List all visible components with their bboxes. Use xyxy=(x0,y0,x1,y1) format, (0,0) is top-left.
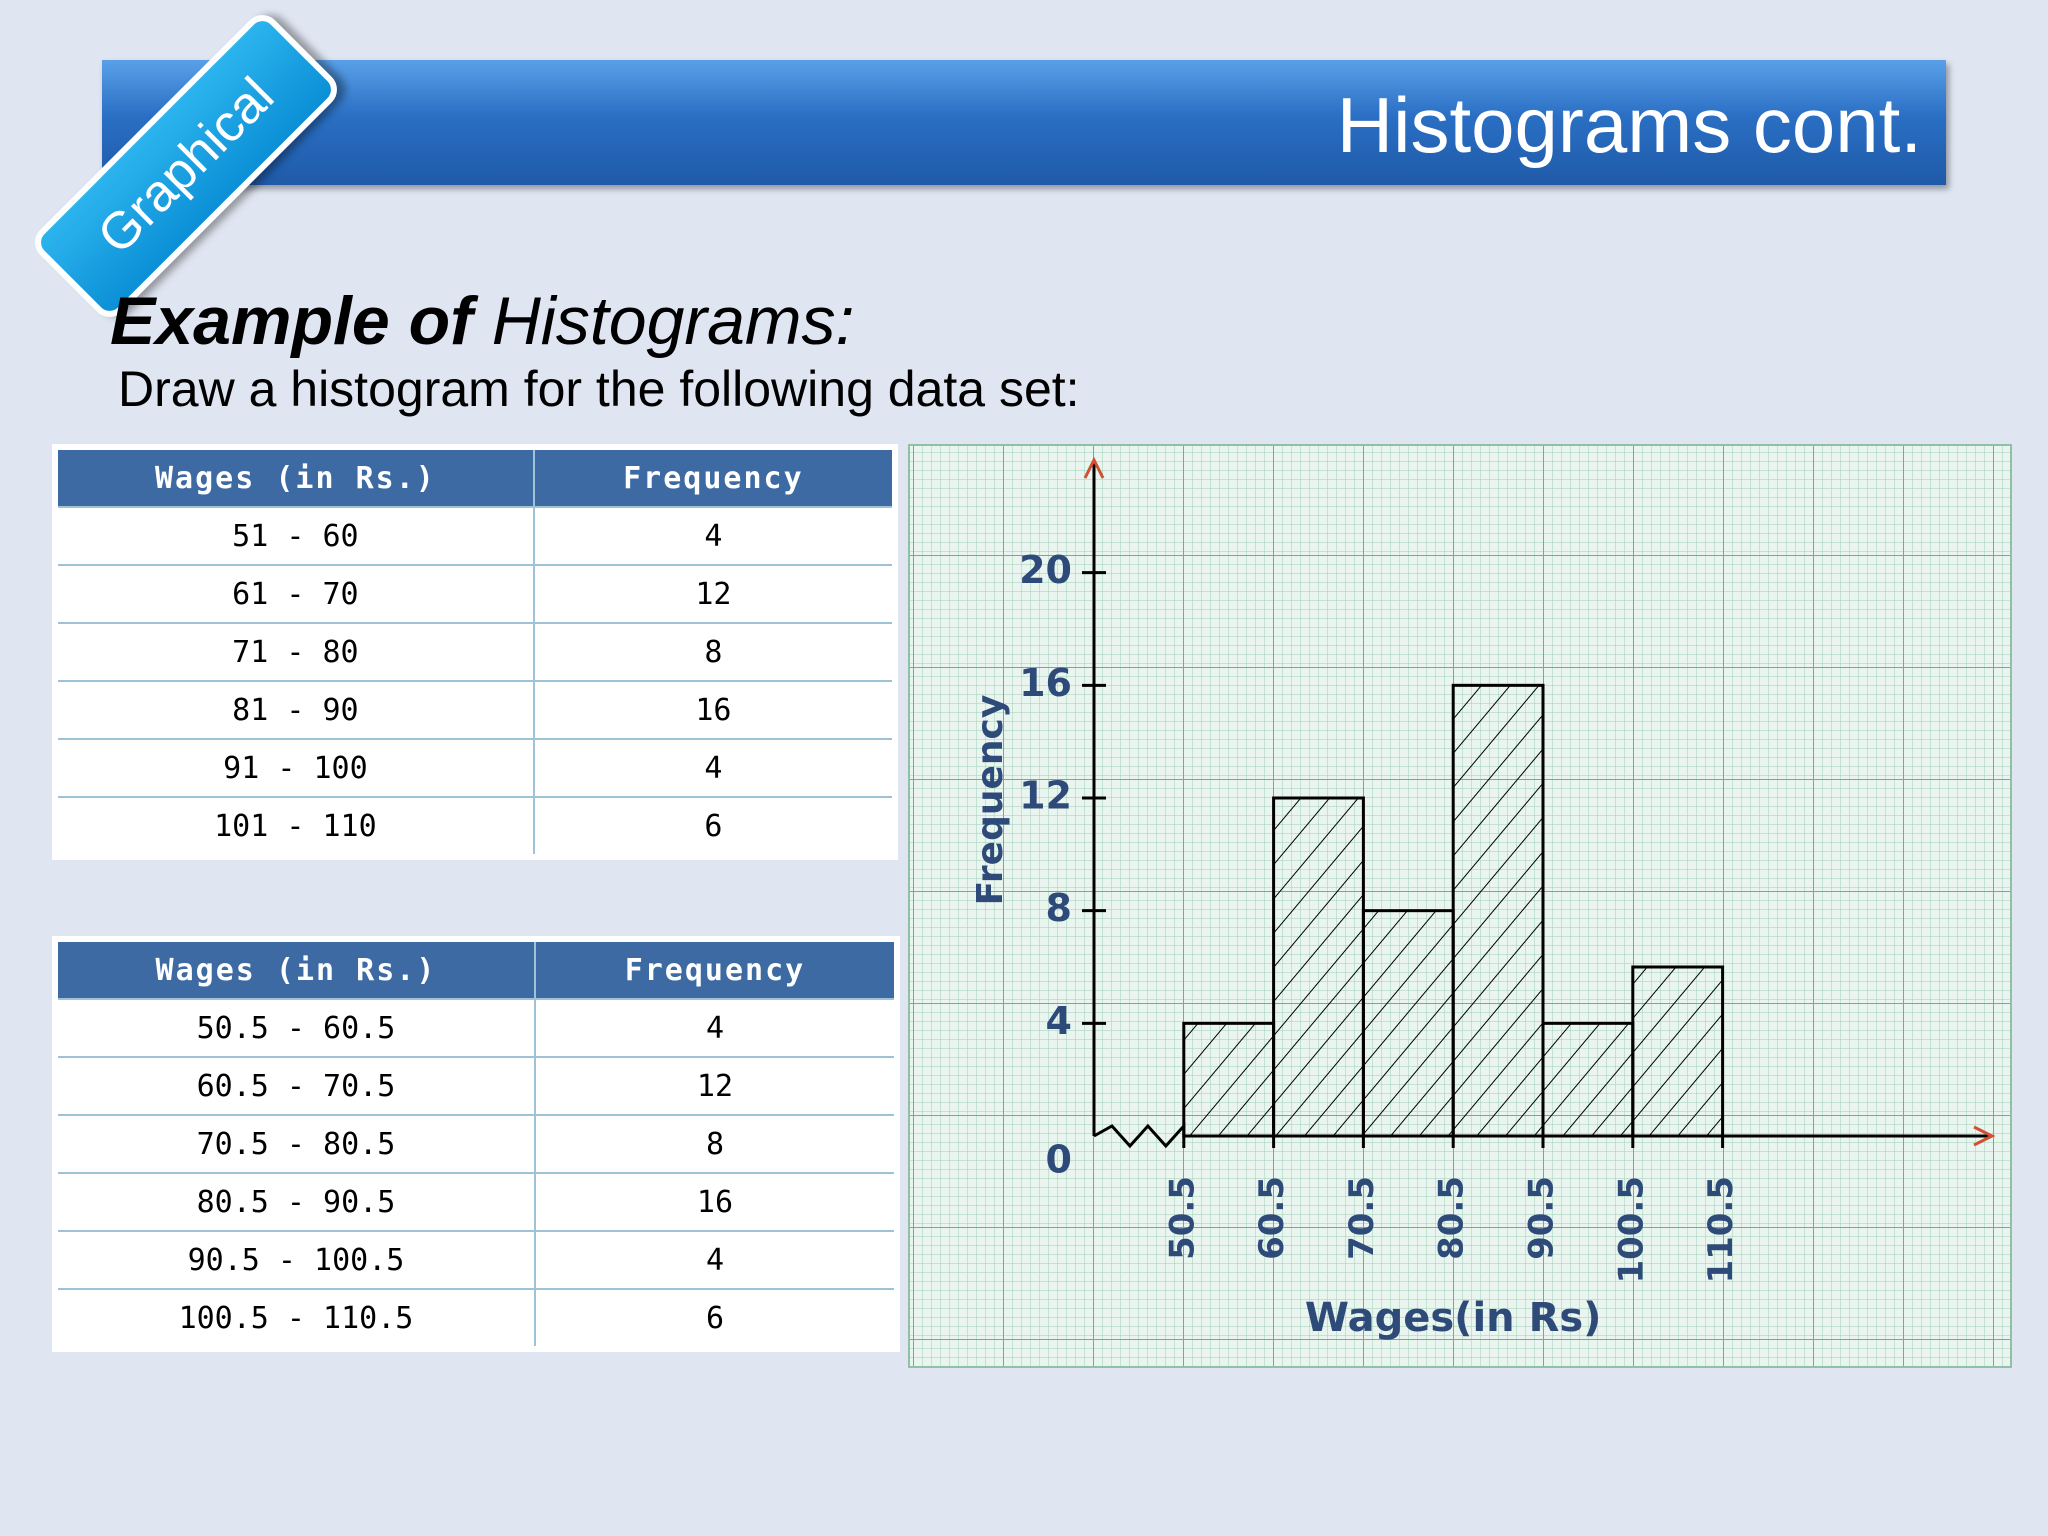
heading-italic: Histograms: xyxy=(491,283,855,359)
histogram-bar xyxy=(1631,965,1725,1138)
title-bar: Histograms cont. xyxy=(102,60,1946,185)
table-cell: 60.5 - 70.5 xyxy=(54,1056,536,1116)
y-tick-label: 16 xyxy=(1019,661,1072,705)
y-tick-label: 4 xyxy=(1046,999,1072,1043)
table-cell: 70.5 - 80.5 xyxy=(54,1114,536,1174)
table-cell: 8 xyxy=(533,1114,899,1174)
x-tick-label: 50.5 xyxy=(1162,1176,1202,1260)
header-cell: Wages (in Rs.) xyxy=(54,938,536,1000)
chart: 0 4 8 12 16 20 50.5 60.5 70.5 80.5 90.5 100.5 110.5 W… xyxy=(908,444,2012,1368)
subtitle: Draw a histogram for the following data … xyxy=(118,361,1080,417)
table-row: 100.5 - 110.5 6 xyxy=(54,1288,899,1350)
table-cell: 100.5 - 110.5 xyxy=(54,1288,536,1350)
histogram-bar xyxy=(1541,1021,1635,1138)
x-arrow xyxy=(1973,1125,1996,1147)
y-axis-label: Frequency xyxy=(970,695,1011,906)
header-row: Wages (in Rs.) Frequency xyxy=(54,938,899,1000)
header-row: Wages (in Rs.) Frequency xyxy=(54,446,897,508)
table-cell: 8 xyxy=(532,622,897,682)
x-tick-label: 70.5 xyxy=(1342,1176,1382,1260)
x-tick-label: 110.5 xyxy=(1701,1176,1741,1284)
y-tick-label: 8 xyxy=(1046,886,1072,930)
axis-break xyxy=(1093,1122,1186,1149)
table-row: 50.5 - 60.5 4 xyxy=(54,998,899,1058)
table-cell: 51 - 60 xyxy=(54,506,535,566)
slide-title: Histograms cont. xyxy=(1336,81,1922,169)
table-cell: 71 - 80 xyxy=(54,622,535,682)
table-row: 61 - 70 12 xyxy=(54,564,897,624)
table-row: 81 - 90 16 xyxy=(54,680,897,740)
header-cell: Frequency xyxy=(533,938,899,1000)
table-cell: 16 xyxy=(533,1172,899,1232)
x-tick-label: 90.5 xyxy=(1522,1176,1562,1260)
table-row: 91 - 100 4 xyxy=(54,738,897,798)
x-axis-label: Wages(in Rs) xyxy=(1305,1295,1602,1341)
x-tick-label: 80.5 xyxy=(1432,1176,1472,1260)
table-cell: 50.5 - 60.5 xyxy=(54,998,536,1058)
x-tick-label: 100.5 xyxy=(1611,1176,1651,1284)
table-row: 60.5 - 70.5 12 xyxy=(54,1056,899,1116)
header-cell: Wages (in Rs.) xyxy=(54,446,535,508)
heading-bold: Example of xyxy=(110,283,473,359)
table-cell: 4 xyxy=(532,738,897,798)
table-cell: 4 xyxy=(533,998,899,1058)
table-cell: 16 xyxy=(532,680,897,740)
table-cell: 6 xyxy=(532,796,897,858)
table-row: 101 - 110 6 xyxy=(54,796,897,858)
table-cell: 12 xyxy=(533,1056,899,1116)
histogram-bar xyxy=(1272,796,1365,1138)
table-row: 51 - 60 4 xyxy=(54,506,897,566)
data-table: Wages (in Rs.) Frequency 51 - 60 4 61 - 70 12… xyxy=(52,444,898,860)
data-table: Wages (in Rs.) Frequency 50.5 - 60.5 4 60.5 … xyxy=(52,936,900,1352)
heading: Example of Histograms: xyxy=(110,282,854,360)
x-tick-label: 60.5 xyxy=(1252,1176,1292,1260)
table-cell: 6 xyxy=(533,1288,899,1350)
histogram-bar xyxy=(1182,1021,1276,1138)
histogram-bar xyxy=(1451,683,1545,1138)
table-row: 80.5 - 90.5 16 xyxy=(54,1172,899,1232)
table-cell: 91 - 100 xyxy=(54,738,535,798)
y-tick-label: 12 xyxy=(1019,774,1072,818)
y-tick-label: 20 xyxy=(1019,548,1072,592)
table-cell: 4 xyxy=(532,506,897,566)
y-tick-label: 0 xyxy=(1046,1138,1072,1182)
header-cell: Frequency xyxy=(532,446,897,508)
table-cell: 12 xyxy=(532,564,897,624)
y-arrow xyxy=(1083,456,1105,479)
table-cell: 61 - 70 xyxy=(54,564,535,624)
histogram-bar xyxy=(1361,909,1455,1138)
table-row: 70.5 - 80.5 8 xyxy=(54,1114,899,1174)
table-cell: 80.5 - 90.5 xyxy=(54,1172,536,1232)
table-row: 90.5 - 100.5 4 xyxy=(54,1230,899,1290)
table-cell: 90.5 - 100.5 xyxy=(54,1230,536,1290)
table-cell: 4 xyxy=(533,1230,899,1290)
table-cell: 81 - 90 xyxy=(54,680,535,740)
table-row: 71 - 80 8 xyxy=(54,622,897,682)
table-cell: 101 - 110 xyxy=(54,796,535,858)
